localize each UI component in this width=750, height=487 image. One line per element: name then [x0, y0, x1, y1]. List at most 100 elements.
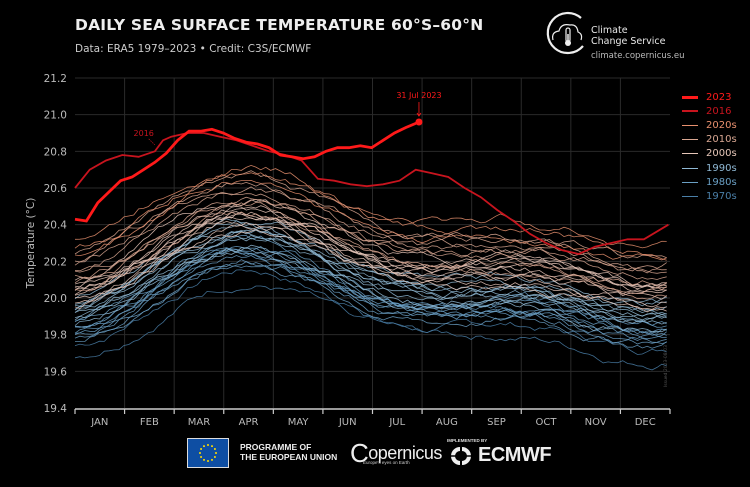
ecmwf-logo-text: ECMWF [478, 444, 552, 466]
decade-line-2010s [74, 211, 667, 300]
y-tick-label: 21.0 [44, 110, 67, 122]
decade-line-2000s [74, 199, 667, 290]
y-tick-label: 21.2 [44, 73, 67, 85]
line-2023 [74, 120, 420, 223]
legend-label: 2020s [706, 119, 737, 131]
legend-item-2010s: 2010s [682, 133, 737, 147]
decade-line-2010s [74, 170, 667, 259]
eu-line2: THE EUROPEAN UNION [240, 452, 338, 462]
annotation-2016-arrow [148, 138, 155, 146]
eu-line1: PROGRAMME OF [240, 442, 312, 452]
legend-item-2016: 2016 [682, 104, 737, 118]
eu-star [213, 456, 216, 458]
y-tick-label: 19.4 [44, 403, 68, 415]
annotation-2016: 2016 [134, 129, 154, 138]
legend-item-1970s: 1970s [682, 189, 737, 203]
decade-line-2010s [74, 181, 667, 272]
decade-line-1980s [74, 261, 667, 345]
legend-label: 2000s [706, 148, 737, 160]
copernicus-logo: Copernicus [350, 438, 442, 469]
decade-line-1970s [74, 269, 667, 355]
chart-title: DAILY SEA SURFACE TEMPERATURE 60°S–60°N [75, 16, 484, 34]
eu-star [203, 445, 205, 448]
decade-line-1990s [74, 229, 667, 317]
decade-line-2000s [74, 216, 667, 300]
x-tick-label: APR [239, 417, 259, 428]
annotation-latest-date: 31 Jul 2023 [396, 91, 441, 100]
y-tick-label: 19.6 [44, 366, 68, 378]
issued-watermark: Issued 2023-08-03 [664, 345, 669, 388]
decade-line-1980s [74, 248, 667, 328]
decade-line-1980s [74, 249, 667, 345]
decade-line-1990s [74, 237, 667, 319]
eu-star [200, 448, 203, 450]
y-tick-label: 20.0 [44, 293, 67, 305]
x-tick-label: JUN [338, 417, 357, 428]
legend-label: 2016 [706, 105, 732, 117]
legend-swatch [682, 195, 698, 197]
annotation-arrowhead [416, 112, 422, 117]
logo-url[interactable]: climate.copernicus.eu [591, 51, 685, 61]
x-tick-label: DEC [635, 417, 656, 428]
decade-line-1980s [74, 263, 667, 349]
decade-line-2000s [74, 205, 667, 288]
y-tick-label: 20.4 [44, 220, 68, 232]
x-tick-label: OCT [536, 417, 558, 428]
decade-line-2000s [74, 213, 667, 295]
decade-line-1990s [74, 244, 667, 325]
decade-line-2020s [74, 172, 667, 261]
decade-line-2000s [74, 224, 667, 310]
point-2023-latest [415, 118, 423, 126]
eu-star [211, 458, 213, 461]
legend-item-2023: 2023 [682, 90, 737, 104]
x-tick-label: FEB [140, 417, 159, 428]
legend-label: 2010s [706, 134, 737, 146]
decade-line-2010s [74, 198, 667, 287]
x-tick-label: MAR [188, 417, 210, 428]
eu-star [213, 448, 216, 450]
decade-line-2020s [74, 164, 667, 249]
decade-line-2010s [74, 201, 667, 295]
legend-swatch [682, 95, 698, 99]
decade-line-1990s [74, 246, 667, 333]
annotations: 31 Jul 2023 2016 [134, 91, 442, 146]
legend-item-2020s: 2020s [682, 118, 737, 132]
eu-star [207, 444, 209, 446]
legend-label: 1990s [706, 162, 737, 174]
legend-swatch [682, 167, 698, 169]
logo-line2: Change Service [591, 36, 666, 47]
eu-programme-text: PROGRAMME OF THE EUROPEAN UNION [240, 442, 337, 462]
legend-swatch [682, 181, 698, 183]
legend-item-1980s: 1980s [682, 175, 737, 189]
eu-star [200, 456, 203, 458]
y-tick-label: 19.8 [44, 330, 67, 342]
copernicus-tagline: Europe's eyes on Earth [363, 460, 410, 465]
logo-line1: Climate [591, 25, 628, 36]
legend: 2023 2016 2020s 2010s 2000s 1990s 1980s 1970s [682, 90, 737, 204]
y-tick-label: 20.6 [44, 183, 68, 195]
legend-item-1990s: 1990s [682, 161, 737, 175]
x-tick-label: SEP [487, 417, 506, 428]
decade-line-2010s [74, 186, 667, 274]
logo-text: Climate Change Service [591, 25, 666, 47]
legend-item-2000s: 2000s [682, 147, 737, 161]
eu-star [211, 445, 213, 448]
decade-line-1980s [74, 259, 667, 336]
x-tick-label: JAN [90, 417, 108, 428]
copernicus-c: C [350, 438, 369, 468]
legend-label: 1980s [706, 176, 737, 188]
chart-subtitle: Data: ERA5 1979–2023 • Credit: C3S/ECMWF [75, 43, 312, 55]
legend-swatch [682, 110, 698, 113]
decade-line-1970s [74, 285, 667, 371]
x-tick-label: AUG [436, 417, 458, 428]
decade-line-1980s [74, 255, 667, 344]
decade-line-1990s [74, 234, 667, 321]
y-tick-label: 20.2 [44, 256, 67, 268]
decade-line-2000s [74, 229, 667, 313]
eu-star [203, 458, 205, 461]
x-tick-label: NOV [585, 417, 607, 428]
y-tick-labels: 19.4 19.6 19.8 20.0 20.2 20.4 20.6 20.8 21.0 21.2 [44, 73, 68, 415]
decade-line-2020s [74, 179, 667, 261]
highlight-lines [74, 118, 669, 255]
